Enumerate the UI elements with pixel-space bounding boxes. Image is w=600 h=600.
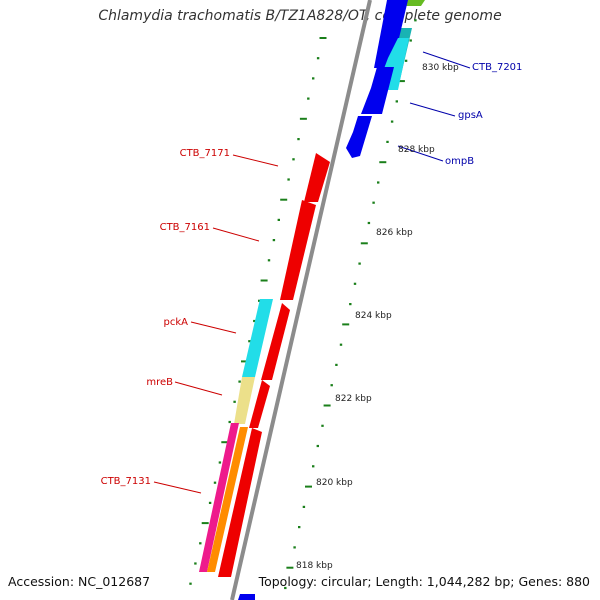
gene-pcka-arrow[interactable] — [242, 299, 273, 377]
scale-label-820: 820 kbp — [316, 478, 353, 488]
gene-blue-mid-arrow[interactable] — [361, 67, 394, 114]
gene-ctb7161-arrow[interactable] — [280, 200, 316, 300]
label-line-ctb7201 — [422, 51, 471, 69]
gene-label-ompb: ompB — [445, 156, 474, 167]
outer-tick-track — [284, 0, 424, 590]
scale-label-826: 826 kbp — [376, 228, 413, 238]
accession-text: Accession: NC_012687 — [8, 574, 151, 589]
gene-red-long-arrow[interactable] — [218, 428, 262, 577]
label-line-ompb — [397, 145, 444, 162]
gene-label-ctb7171: CTB_7171 — [180, 148, 230, 159]
gene-red-pcka-pair-arrow[interactable] — [261, 303, 290, 380]
gene-orange-arrow[interactable] — [207, 427, 248, 572]
inner-tick-track — [189, 37, 327, 585]
gene-label-ctb7161: CTB_7161 — [160, 222, 210, 233]
topology-text: Topology: circular; Length: 1,044,282 bp… — [258, 574, 590, 589]
gene-ompb-arrow[interactable] — [346, 116, 372, 158]
gene-red-mreb-pair-arrow[interactable] — [249, 380, 270, 428]
scale-label-828: 828 kbp — [398, 145, 435, 155]
label-line-ctb7161 — [212, 227, 260, 242]
scale-label-822: 822 kbp — [335, 394, 372, 404]
label-line-mreb — [174, 381, 223, 396]
gene-label-gpsa: gpsA — [458, 110, 483, 121]
label-line-ctb7131 — [153, 481, 202, 494]
gene-mreb-arrow[interactable] — [234, 377, 255, 424]
gene-label-ctb7201: CTB_7201 — [472, 62, 522, 73]
gene-label-mreb: mreB — [146, 377, 173, 388]
gene-label-pcka: pckA — [164, 317, 189, 328]
label-line-pcka — [190, 321, 237, 334]
gene-ctb7201-arrow[interactable] — [374, 0, 408, 68]
backbone-line — [230, 0, 372, 600]
label-line-gpsa — [409, 102, 456, 117]
scale-label-824: 824 kbp — [355, 311, 392, 321]
scale-label-818: 818 kbp — [296, 561, 333, 571]
gene-ctb7131-arrow[interactable] — [199, 423, 239, 572]
label-line-ctb7171 — [232, 154, 279, 167]
scale-label-830: 830 kbp — [422, 63, 459, 73]
gene-ctb7171-arrow[interactable] — [304, 153, 330, 202]
partial-feature-blue-bottom — [238, 594, 255, 600]
gene-label-ctb7131: CTB_7131 — [101, 476, 151, 487]
